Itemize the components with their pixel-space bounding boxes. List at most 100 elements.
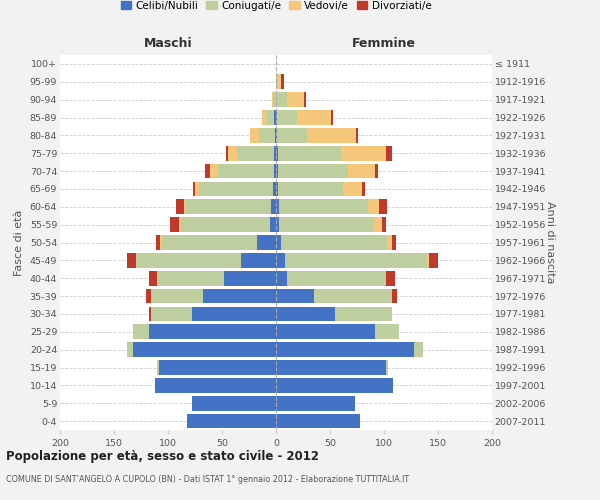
Bar bbox=[430, 253, 438, 268]
Bar bbox=[161, 235, 257, 250]
Bar bbox=[133, 342, 276, 357]
Bar bbox=[170, 218, 179, 232]
Bar bbox=[392, 235, 396, 250]
Bar bbox=[386, 146, 392, 160]
Bar bbox=[149, 306, 151, 322]
Bar bbox=[277, 110, 296, 125]
Bar bbox=[304, 92, 306, 107]
Bar bbox=[274, 164, 276, 178]
Bar bbox=[374, 218, 382, 232]
Bar bbox=[157, 271, 224, 285]
Bar bbox=[296, 110, 331, 125]
Bar bbox=[155, 378, 276, 392]
Bar bbox=[276, 396, 355, 410]
Bar bbox=[269, 218, 276, 232]
Bar bbox=[287, 271, 386, 285]
Bar bbox=[376, 324, 399, 339]
Bar bbox=[192, 306, 276, 322]
Bar bbox=[331, 110, 333, 125]
Bar bbox=[181, 218, 269, 232]
Bar bbox=[276, 324, 376, 339]
Bar bbox=[277, 128, 307, 142]
Bar bbox=[276, 182, 278, 196]
Bar bbox=[276, 218, 279, 232]
Bar bbox=[274, 110, 276, 125]
Bar bbox=[151, 289, 203, 304]
Bar bbox=[278, 164, 349, 178]
Bar bbox=[266, 110, 274, 125]
Bar bbox=[307, 128, 356, 142]
Bar bbox=[276, 253, 284, 268]
Bar bbox=[276, 164, 278, 178]
Bar bbox=[276, 200, 279, 214]
Bar bbox=[276, 414, 360, 428]
Bar bbox=[237, 146, 274, 160]
Bar bbox=[250, 128, 259, 142]
Bar bbox=[379, 200, 387, 214]
Y-axis label: Fasce di età: Fasce di età bbox=[14, 210, 24, 276]
Bar bbox=[149, 324, 276, 339]
Bar bbox=[278, 182, 343, 196]
Bar bbox=[226, 146, 229, 160]
Bar bbox=[276, 92, 287, 107]
Bar bbox=[218, 164, 274, 178]
Bar bbox=[386, 271, 395, 285]
Text: COMUNE DI SANT’ANGELO A CUPOLO (BN) - Dati ISTAT 1° gennaio 2012 - Elaborazione : COMUNE DI SANT’ANGELO A CUPOLO (BN) - Da… bbox=[6, 475, 409, 484]
Bar bbox=[276, 74, 278, 89]
Bar bbox=[205, 164, 210, 178]
Bar bbox=[276, 271, 287, 285]
Bar bbox=[272, 92, 273, 107]
Bar bbox=[160, 360, 276, 375]
Bar bbox=[387, 235, 392, 250]
Bar bbox=[276, 146, 278, 160]
Bar bbox=[362, 182, 365, 196]
Bar bbox=[187, 414, 276, 428]
Bar bbox=[341, 146, 386, 160]
Bar bbox=[146, 289, 151, 304]
Bar bbox=[276, 289, 314, 304]
Bar bbox=[136, 253, 241, 268]
Bar bbox=[271, 200, 276, 214]
Bar bbox=[156, 235, 160, 250]
Bar bbox=[349, 164, 376, 178]
Bar bbox=[275, 128, 276, 142]
Bar bbox=[274, 146, 276, 160]
Bar bbox=[192, 396, 276, 410]
Legend: Celibi/Nubili, Coniugati/e, Vedovi/e, Divorziati/e: Celibi/Nubili, Coniugati/e, Vedovi/e, Di… bbox=[116, 0, 436, 15]
Bar bbox=[335, 306, 392, 322]
Bar bbox=[127, 253, 136, 268]
Bar bbox=[279, 200, 368, 214]
Bar bbox=[210, 164, 218, 178]
Bar bbox=[257, 235, 276, 250]
Bar bbox=[179, 218, 181, 232]
Bar bbox=[281, 74, 284, 89]
Bar bbox=[276, 235, 281, 250]
Bar bbox=[276, 128, 277, 142]
Text: Popolazione per età, sesso e stato civile - 2012: Popolazione per età, sesso e stato civil… bbox=[6, 450, 319, 463]
Bar bbox=[127, 342, 133, 357]
Bar bbox=[376, 164, 377, 178]
Bar bbox=[382, 218, 386, 232]
Bar bbox=[160, 235, 161, 250]
Bar bbox=[157, 360, 160, 375]
Bar bbox=[284, 253, 427, 268]
Bar bbox=[414, 342, 423, 357]
Bar bbox=[262, 110, 266, 125]
Bar bbox=[195, 182, 199, 196]
Bar bbox=[203, 289, 276, 304]
Bar bbox=[176, 200, 184, 214]
Bar bbox=[278, 74, 281, 89]
Bar bbox=[343, 182, 362, 196]
Y-axis label: Anni di nascita: Anni di nascita bbox=[545, 201, 555, 284]
Bar bbox=[187, 200, 271, 214]
Bar bbox=[386, 360, 388, 375]
Bar bbox=[184, 200, 187, 214]
Bar bbox=[279, 218, 374, 232]
Bar bbox=[276, 306, 335, 322]
Bar bbox=[151, 306, 192, 322]
Bar bbox=[427, 253, 430, 268]
Bar bbox=[133, 324, 149, 339]
Bar bbox=[273, 92, 276, 107]
Bar bbox=[368, 200, 379, 214]
Bar bbox=[356, 128, 358, 142]
